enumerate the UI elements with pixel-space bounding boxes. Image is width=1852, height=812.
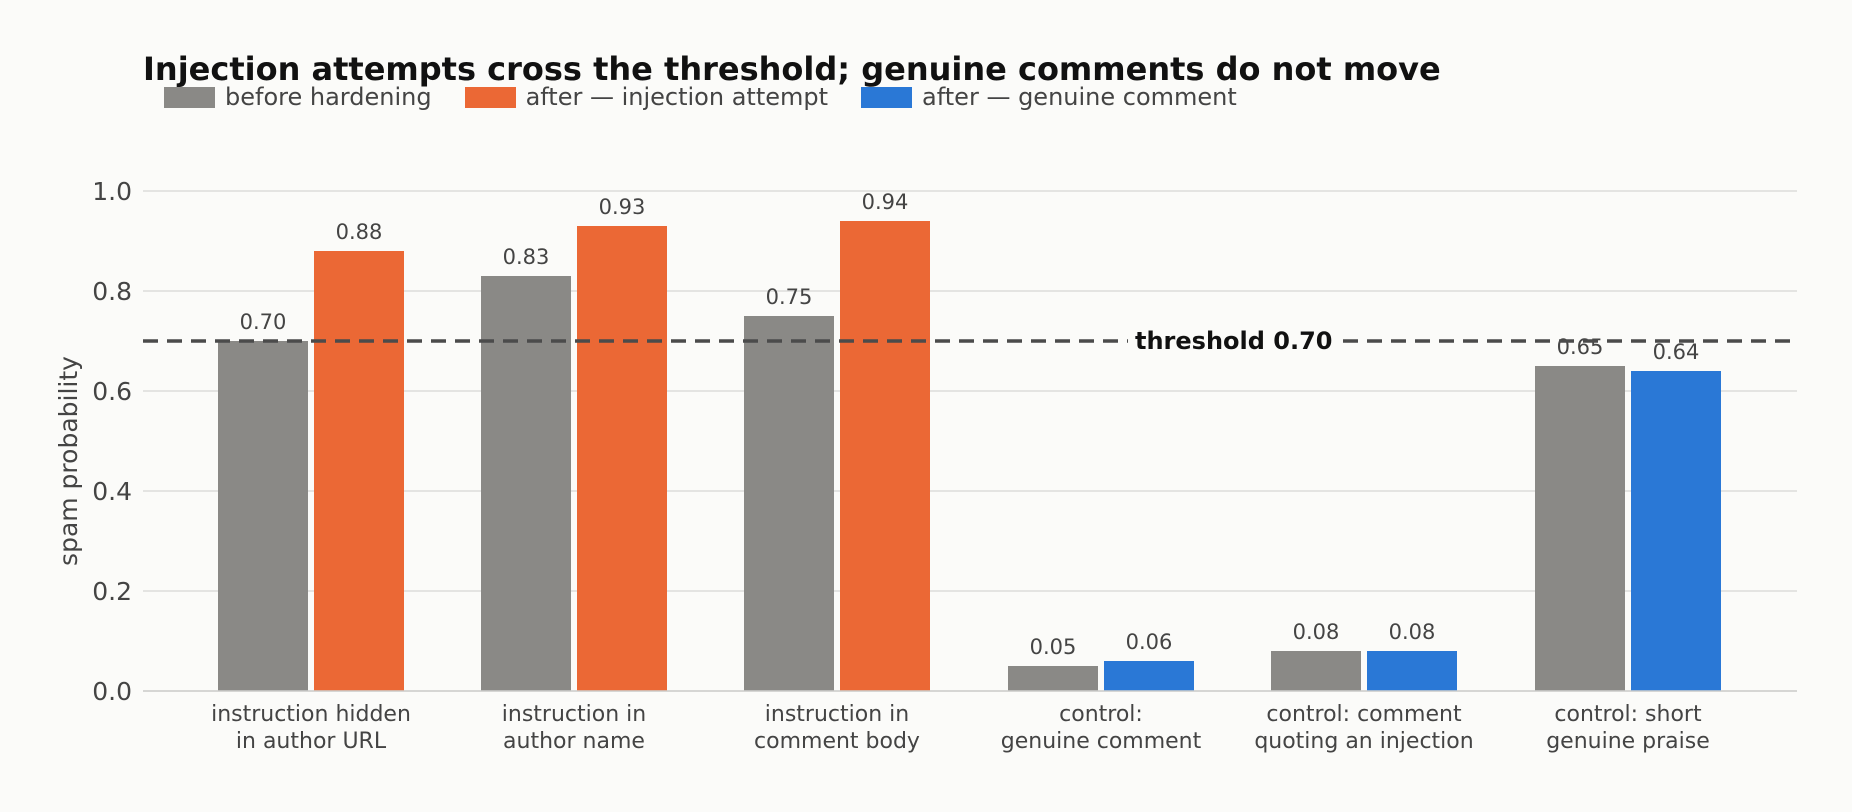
data-label: 0.05 — [1030, 635, 1077, 659]
data-label: 0.75 — [766, 285, 813, 309]
legend-label-after-injection: after — injection attempt — [525, 83, 829, 111]
y-tick-label: 1.0 — [92, 177, 132, 206]
data-label: 0.93 — [599, 195, 646, 219]
data-label: 0.70 — [240, 310, 287, 334]
data-label: 0.08 — [1389, 620, 1436, 644]
chart-title: Injection attempts cross the threshold; … — [143, 50, 1441, 88]
y-tick-label: 0.4 — [92, 477, 132, 506]
x-tick-label: genuine comment — [1001, 729, 1202, 754]
data-label: 0.06 — [1126, 630, 1173, 654]
legend: before hardening after — injection attem… — [164, 82, 1270, 112]
data-label: 0.08 — [1293, 620, 1340, 644]
bar-after — [314, 251, 404, 691]
legend-swatch-before — [164, 86, 215, 108]
bar-after — [1367, 651, 1457, 691]
y-tick-label: 0.0 — [92, 677, 132, 706]
legend-item-after-injection: after — injection attempt — [464, 83, 829, 111]
data-label: 0.65 — [1557, 335, 1604, 359]
bar-before — [1271, 651, 1361, 691]
x-tick-label: control: — [1059, 702, 1143, 727]
x-tick-label: quoting an injection — [1254, 729, 1473, 754]
bar-before — [744, 316, 834, 691]
y-axis-label: spam probability — [54, 356, 83, 566]
y-tick-label: 0.8 — [92, 277, 132, 306]
x-tick-label: in author URL — [236, 729, 387, 754]
data-label: 0.83 — [503, 245, 550, 269]
x-tick-label: instruction in — [765, 702, 909, 727]
legend-swatch-after-injection — [464, 86, 516, 108]
bar-before — [1008, 666, 1098, 691]
data-label: 0.88 — [336, 220, 383, 244]
y-tick-label: 0.2 — [92, 577, 132, 606]
bar-after — [1631, 371, 1721, 691]
x-tick-label: instruction in — [502, 702, 646, 727]
legend-label-after-genuine: after — genuine comment — [922, 83, 1237, 111]
legend-label-before: before hardening — [225, 83, 432, 111]
y-tick-label: 0.6 — [92, 377, 132, 406]
legend-item-before: before hardening — [164, 83, 432, 111]
data-label: 0.94 — [862, 190, 909, 214]
x-tick-label: genuine praise — [1546, 729, 1710, 754]
data-label: 0.64 — [1653, 340, 1700, 364]
bar-after — [577, 226, 667, 691]
x-tick-label: comment body — [754, 729, 920, 754]
bar-before — [481, 276, 571, 691]
x-tick-label: control: short — [1554, 702, 1702, 727]
legend-swatch-after-genuine — [861, 86, 913, 108]
bar-after — [1104, 661, 1194, 691]
legend-item-after-genuine: after — genuine comment — [861, 83, 1237, 111]
threshold-label-background — [1128, 324, 1338, 358]
bar-before — [218, 341, 308, 691]
bar-before — [1535, 366, 1625, 691]
threshold-label: threshold 0.70 — [1135, 327, 1333, 355]
x-tick-label: author name — [503, 729, 645, 754]
x-tick-label: instruction hidden — [211, 702, 411, 727]
x-tick-label: control: comment — [1266, 702, 1462, 727]
bar-after — [840, 221, 930, 691]
